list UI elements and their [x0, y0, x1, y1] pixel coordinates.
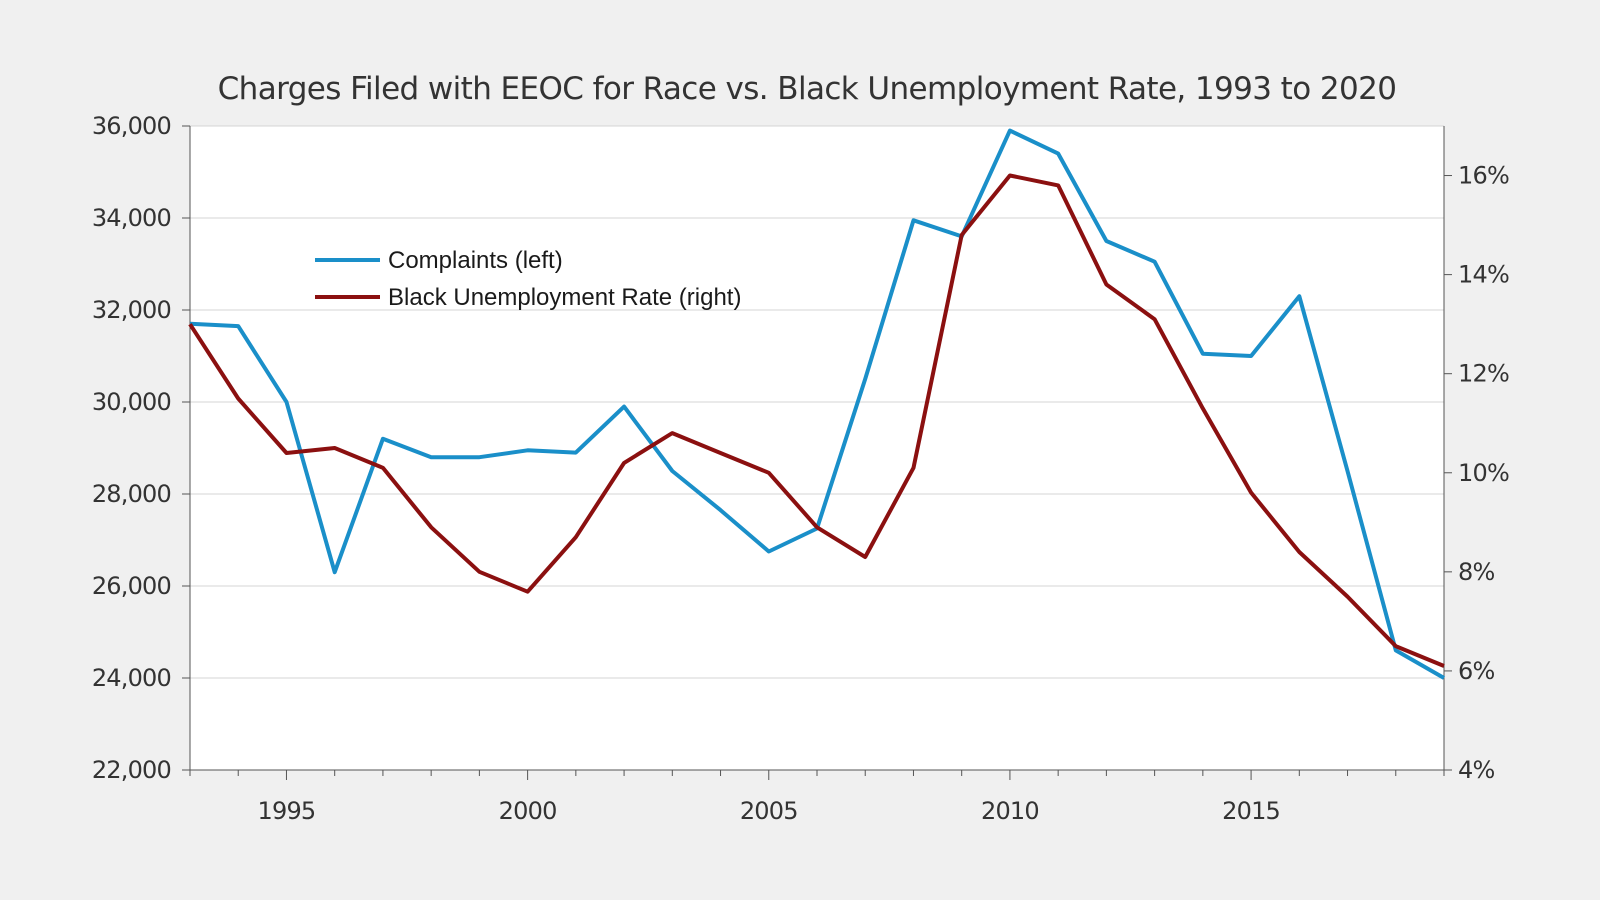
- series-lines: [188, 128, 1445, 680]
- left-tick-label: 22,000: [92, 756, 171, 784]
- left-tick-label: 30,000: [92, 388, 171, 416]
- chart-title: Charges Filed with EEOC for Race vs. Bla…: [218, 71, 1397, 107]
- x-tick-label: 2010: [981, 797, 1039, 825]
- left-tick-label: 32,000: [92, 296, 171, 324]
- right-tick-label: 16%: [1458, 162, 1509, 190]
- right-tick-label: 12%: [1458, 360, 1509, 388]
- right-tick-label: 10%: [1458, 459, 1509, 487]
- right-tick-label: 6%: [1458, 657, 1494, 685]
- x-tick-label: 2000: [499, 797, 557, 825]
- left-tick-label: 34,000: [92, 204, 171, 232]
- left-tick-label: 24,000: [92, 664, 171, 692]
- x-tick-label: 2015: [1222, 797, 1280, 825]
- legend-label-1: Black Unemployment Rate (right): [388, 284, 741, 311]
- axes: 22,000 24,000 26,000 28,000 30,000 32,000 34,0…: [92, 112, 1510, 825]
- x-tick-label: 2005: [740, 797, 798, 825]
- right-tick-label: 14%: [1458, 261, 1509, 289]
- grid-lines: [190, 125, 1444, 679]
- legend-label-0: Complaints (left): [388, 247, 563, 274]
- plot-area: [190, 126, 1444, 770]
- left-tick-label: 36,000: [92, 112, 171, 140]
- right-tick-label: 8%: [1458, 558, 1494, 586]
- right-tick-label: 4%: [1458, 756, 1494, 784]
- unemployment-line: [188, 173, 1445, 668]
- left-tick-label: 26,000: [92, 572, 171, 600]
- x-tick-label: 1995: [258, 797, 316, 825]
- left-tick-label: 28,000: [92, 480, 171, 508]
- legend: Complaints (left) Black Unemployment Rate…: [315, 247, 741, 311]
